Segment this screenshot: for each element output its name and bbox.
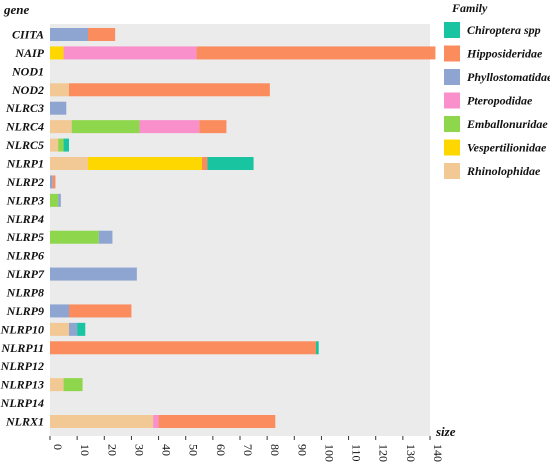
bar-nod2-hipposideridae [69,83,270,97]
bar-naip-pteropodidae [63,46,197,60]
gene-label-naip: NAIP [14,46,44,60]
gene-label-nlrp10: NLRP10 [0,322,44,336]
x-tick-label-40: 40 [160,444,174,456]
bar-nlrx1-hipposideridae [158,415,276,428]
bar-nlrp13-emballonuridae [63,378,83,392]
x-tick-label-0: 0 [51,444,65,450]
gene-label-nlrp12: NLRP12 [0,359,44,373]
gene-label-nlrp2: NLRP2 [6,175,44,189]
legend-swatch-hipposideridae [444,45,460,62]
x-tick-label-30: 30 [132,444,146,456]
y-axis-title: gene [3,2,30,17]
bar-nlrp9-hipposideridae [69,304,132,318]
bar-nlrp10-phyllostomatidae [69,322,78,336]
bar-ciita-phyllostomatidae [50,28,88,41]
bar-nlrp10-chiroptera-spp [77,322,86,336]
bar-ciita-hipposideridae [88,28,116,41]
gene-label-nod1: NOD1 [11,64,44,78]
gene-label-nlrp11: NLRP11 [0,341,44,355]
bar-nlrc4-pteropodidae [139,120,200,134]
legend-label-emballonuridae: Emballonuridae [466,117,548,131]
x-tick-label-90: 90 [295,444,309,456]
gene-label-nlrp8: NLRP8 [6,286,44,300]
bar-nlrp1-chiroptera-spp [207,157,254,170]
bar-naip-vespertilionidae [50,46,64,60]
legend-swatch-chiroptera-spp [444,22,460,38]
bar-nlrp9-phyllostomatidae [50,304,69,318]
x-axis-ticks: 0 10 20 30 40 50 60 70 80 90 100 110 120 130 140 [49,436,445,462]
gene-label-nlrc4: NLRC4 [5,120,44,134]
bar-nlrp3-emballonuridae [50,193,59,207]
legend-swatch-vespertilionidae [444,139,460,156]
legend-swatch-emballonuridae [444,116,460,132]
bar-nlrx1-rhinolophidae [50,415,154,428]
gene-label-nlrx1: NLRX1 [5,415,44,429]
bar-nlrp10-rhinolophidae [50,322,69,336]
legend: Family Chiroptera spp Hipposideridae Phyll… [444,1,550,179]
gene-label-nlrp7: NLRP7 [6,267,45,281]
bar-nlrp11-chiroptera-spp [316,341,319,355]
bar-nlrp1-hipposideridae [202,157,208,170]
legend-label-phyllostomatidae: Phyllostomatidae [467,70,550,84]
legend-label-vespertilionidae: Vespertilionidae [467,141,547,155]
gene-label-nlrp14: NLRP14 [0,396,44,410]
bars-group [50,28,436,428]
bar-nlrc4-rhinolophidae [50,120,72,134]
x-tick-label-140: 140 [431,444,445,462]
legend-swatch-phyllostomatidae [444,69,460,85]
legend-swatch-rhinolophidae [444,163,460,179]
gene-label-nlrp5: NLRP5 [6,230,44,244]
bar-nlrp2-hipposideridae [52,175,56,189]
gene-labels: CIITA NAIP NOD1 NOD2 NLRC3 NLRC4 NLRC5 NLRP1 NLR… [0,28,45,429]
x-tick-label-100: 100 [322,444,336,462]
gene-label-nod2: NOD2 [11,83,44,97]
bar-naip-hipposideridae [196,46,436,60]
x-tick-label-20: 20 [105,444,119,456]
bar-nlrc3-phyllostomatidae [50,101,67,115]
gene-label-nlrc3: NLRC3 [5,101,44,115]
bar-nlrp7-phyllostomatidae [50,267,137,281]
bar-nlrp1-vespertilionidae [88,157,202,170]
bar-nlrp11-hipposideridae [50,341,316,355]
bar-nlrp5-phyllostomatidae [98,230,113,244]
bar-nlrx1-pteropodidae [153,415,159,428]
x-tick-label-80: 80 [268,444,282,456]
gene-label-nlrc5: NLRC5 [5,138,44,152]
x-tick-label-60: 60 [214,444,228,456]
bar-nlrc5-emballonuridae [58,138,64,152]
bar-nlrc5-chiroptera-spp [63,138,69,152]
bar-nlrp1-rhinolophidae [50,157,88,170]
legend-label-rhinolophidae: Rhinolophidae [466,164,541,178]
bar-nod2-rhinolophidae [50,83,69,97]
bar-nlrp2-phyllostomatidae [50,175,53,189]
bar-nlrc5-rhinolophidae [50,138,59,152]
gene-label-ciita: CIITA [12,28,44,42]
bar-nlrc4-hipposideridae [199,120,227,134]
gene-label-nlrp13: NLRP13 [0,378,44,392]
legend-label-pteropodidae: Pteropodidae [467,94,533,108]
bar-nlrc4-emballonuridae [71,120,140,134]
gene-label-nlrp6: NLRP6 [6,249,44,263]
x-tick-label-120: 120 [377,444,391,462]
x-tick-label-50: 50 [187,444,201,456]
x-tick-label-110: 110 [350,444,364,462]
x-tick-label-70: 70 [241,444,255,456]
legend-swatch-pteropodidae [444,92,460,109]
x-axis-title: size [435,424,456,439]
legend-title: Family [451,1,488,15]
legend-label-hipposideridae: Hipposideridae [466,47,543,61]
gene-label-nlrp4: NLRP4 [6,212,44,226]
bar-nlrp13-rhinolophidae [50,378,64,392]
legend-label-chiroptera-spp: Chiroptera spp [467,23,541,37]
gene-label-nlrp1: NLRP1 [6,157,44,171]
gene-label-nlrp3: NLRP3 [6,193,44,207]
bar-nlrp3-phyllostomatidae [58,193,61,207]
x-tick-label-130: 130 [404,444,418,462]
gene-label-nlrp9: NLRP9 [6,304,44,318]
bar-nlrp5-emballonuridae [50,230,99,244]
x-tick-label-10: 10 [78,444,92,456]
